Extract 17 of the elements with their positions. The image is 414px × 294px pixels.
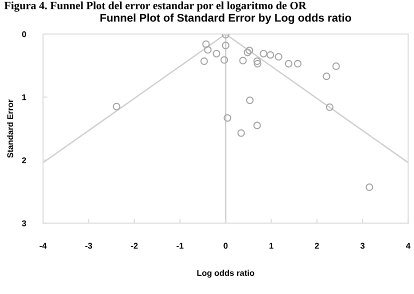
y-tick-label: 0 bbox=[22, 31, 26, 38]
x-tick-label: -3 bbox=[85, 242, 92, 249]
x-tick-label: -2 bbox=[130, 242, 138, 249]
y-tick-label: 2 bbox=[22, 157, 26, 164]
x-tick-label: -1 bbox=[176, 242, 184, 249]
x-tick-label: 3 bbox=[360, 242, 365, 249]
text: Figura 4. Funnel Plot del error estandar por el logaritmo de OR bbox=[4, 1, 307, 12]
x-tick-label: 4 bbox=[406, 242, 410, 249]
x-tick-label: -4 bbox=[40, 242, 47, 249]
y-tick-label: 1 bbox=[22, 94, 26, 100]
y-tick-label: 3 bbox=[22, 220, 26, 226]
chart-title: Funnel Plot of Standard Error by Log odds ratio bbox=[100, 14, 352, 24]
y-axis-title: Standard Error bbox=[7, 99, 14, 158]
x-tick-label: 1 bbox=[269, 242, 274, 249]
x-tick-label: 2 bbox=[314, 242, 319, 249]
x-axis-title: Log odds ratio bbox=[197, 270, 254, 278]
x-tick-label: 0 bbox=[224, 242, 228, 249]
